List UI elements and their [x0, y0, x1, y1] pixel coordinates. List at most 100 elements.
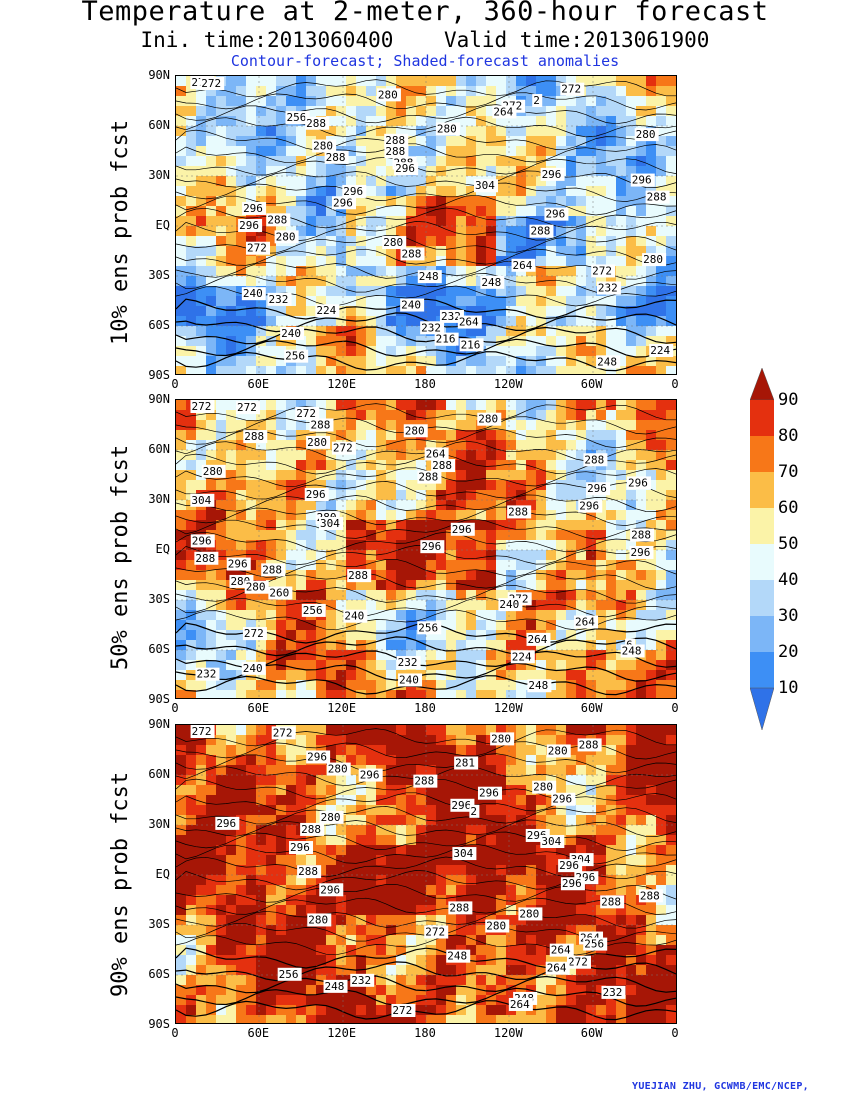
anomaly-cell	[596, 560, 607, 571]
anomaly-cell	[306, 835, 317, 846]
anomaly-cell	[556, 346, 567, 357]
anomaly-cell	[196, 765, 207, 776]
anomaly-cell	[326, 76, 337, 87]
anomaly-cell	[176, 520, 187, 531]
anomaly-cell	[316, 166, 327, 177]
anomaly-cell	[396, 126, 407, 137]
anomaly-cell	[346, 775, 357, 786]
anomaly-cell	[186, 116, 197, 127]
anomaly-cell	[356, 540, 367, 551]
anomaly-cell	[176, 745, 187, 756]
anomaly-cell	[306, 560, 317, 571]
anomaly-cell	[266, 86, 277, 97]
anomaly-cell	[566, 306, 577, 317]
anomaly-cell	[546, 296, 557, 307]
anomaly-cell	[476, 955, 487, 966]
anomaly-cell	[526, 765, 537, 776]
anomaly-cell	[276, 995, 287, 1006]
anomaly-cell	[186, 206, 197, 217]
anomaly-cell	[216, 660, 227, 671]
contour-label: 296	[394, 162, 419, 176]
anomaly-cell	[566, 775, 577, 786]
anomaly-cell	[376, 680, 387, 691]
anomaly-cell	[456, 410, 467, 421]
contour-label: 280	[326, 762, 351, 776]
anomaly-cell	[406, 1015, 417, 1023]
anomaly-cell	[396, 450, 407, 461]
anomaly-cell	[446, 266, 457, 277]
anomaly-cell	[506, 965, 517, 976]
anomaly-cell	[586, 1015, 597, 1023]
anomaly-cell	[466, 875, 477, 886]
anomaly-cell	[226, 166, 237, 177]
anomaly-cell	[176, 775, 187, 786]
anomaly-cell	[216, 985, 227, 996]
anomaly-cell	[506, 955, 517, 966]
anomaly-cell	[296, 815, 307, 826]
anomaly-cell	[196, 875, 207, 886]
anomaly-cell	[206, 945, 217, 956]
anomaly-cell	[496, 875, 507, 886]
anomaly-cell	[266, 835, 277, 846]
anomaly-cell	[256, 366, 267, 374]
anomaly-cell	[356, 925, 367, 936]
anomaly-cell	[616, 510, 627, 521]
anomaly-cell	[276, 845, 287, 856]
anomaly-cell	[186, 266, 197, 277]
anomaly-cell	[506, 865, 517, 876]
anomaly-cell	[376, 336, 387, 347]
anomaly-cell	[626, 440, 637, 451]
anomaly-cell	[546, 420, 557, 431]
anomaly-cell	[576, 116, 587, 127]
anomaly-cell	[466, 490, 477, 501]
anomaly-cell	[196, 116, 207, 127]
anomaly-cell	[406, 480, 417, 491]
anomaly-cell	[446, 176, 457, 187]
anomaly-cell	[546, 336, 557, 347]
anomaly-cell	[466, 650, 477, 661]
anomaly-cell	[636, 600, 647, 611]
anomaly-cell	[236, 86, 247, 97]
anomaly-cell	[246, 176, 257, 187]
anomaly-cell	[656, 985, 667, 996]
anomaly-cell	[406, 326, 417, 337]
anomaly-cell	[506, 680, 517, 691]
anomaly-cell	[376, 440, 387, 451]
anomaly-cell	[176, 785, 187, 796]
anomaly-cell	[496, 86, 507, 97]
svg-text:248: 248	[419, 270, 439, 283]
anomaly-cell	[526, 400, 537, 411]
anomaly-cell	[476, 236, 487, 247]
svg-text:240: 240	[281, 327, 301, 340]
anomaly-cell	[666, 256, 676, 267]
anomaly-cell	[656, 995, 667, 1006]
anomaly-cell	[336, 176, 347, 187]
anomaly-cell	[206, 1005, 217, 1016]
anomaly-cell	[426, 356, 437, 367]
anomaly-cell	[656, 745, 667, 756]
anomaly-cell	[586, 440, 597, 451]
anomaly-cell	[436, 845, 447, 856]
anomaly-cell	[456, 745, 467, 756]
anomaly-cell	[666, 116, 676, 127]
anomaly-cell	[526, 440, 537, 451]
anomaly-cell	[196, 965, 207, 976]
anomaly-cell	[406, 995, 417, 1006]
anomaly-cell	[646, 366, 657, 374]
x-tick-label: 0	[671, 701, 679, 715]
anomaly-cell	[626, 680, 637, 691]
anomaly-cell	[376, 785, 387, 796]
anomaly-cell	[376, 945, 387, 956]
anomaly-cell	[316, 745, 327, 756]
anomaly-cell	[456, 116, 467, 127]
anomaly-cell	[546, 995, 557, 1006]
anomaly-cell	[466, 995, 477, 1006]
contour-label: 296	[306, 750, 331, 764]
anomaly-cell	[176, 600, 187, 611]
anomaly-cell	[326, 410, 337, 421]
anomaly-cell	[506, 400, 517, 411]
anomaly-cell	[506, 660, 517, 671]
anomaly-cell	[226, 785, 237, 796]
anomaly-cell	[596, 336, 607, 347]
anomaly-cell	[486, 1005, 497, 1016]
